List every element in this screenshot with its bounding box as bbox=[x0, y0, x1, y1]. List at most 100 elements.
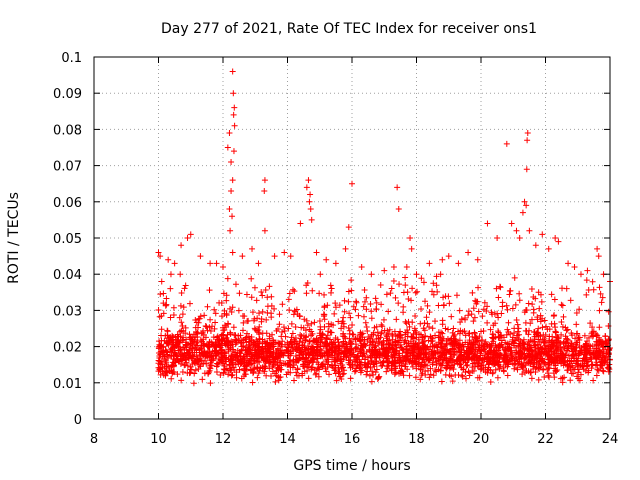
data-point bbox=[535, 376, 542, 383]
data-point bbox=[249, 309, 256, 316]
data-point bbox=[160, 300, 167, 307]
data-point bbox=[363, 371, 370, 378]
data-point bbox=[324, 302, 331, 309]
data-point bbox=[406, 372, 413, 379]
data-point bbox=[589, 333, 596, 340]
data-point bbox=[574, 330, 581, 337]
data-point bbox=[546, 374, 553, 381]
data-point bbox=[357, 369, 364, 376]
data-point bbox=[321, 304, 328, 311]
data-point bbox=[378, 321, 385, 328]
data-point bbox=[251, 357, 258, 364]
data-point bbox=[605, 350, 612, 357]
data-point bbox=[193, 346, 200, 353]
data-point bbox=[220, 370, 227, 377]
data-point bbox=[205, 351, 212, 358]
data-point bbox=[309, 330, 316, 337]
data-point bbox=[239, 253, 246, 260]
data-point bbox=[439, 317, 446, 324]
data-point bbox=[478, 337, 485, 344]
data-point bbox=[516, 358, 523, 365]
grid-lines bbox=[94, 57, 610, 419]
data-point bbox=[305, 375, 312, 382]
data-point bbox=[176, 314, 183, 321]
data-point bbox=[317, 342, 324, 349]
data-point bbox=[356, 364, 363, 371]
data-point bbox=[575, 375, 582, 382]
data-point bbox=[541, 335, 548, 342]
data-point bbox=[446, 372, 453, 379]
data-point bbox=[450, 351, 457, 358]
data-point bbox=[333, 377, 340, 384]
data-point bbox=[222, 335, 229, 342]
data-points bbox=[155, 68, 613, 387]
data-point bbox=[455, 260, 462, 267]
data-point bbox=[479, 356, 486, 363]
data-point bbox=[179, 357, 186, 364]
data-point bbox=[596, 354, 603, 361]
data-point bbox=[438, 378, 445, 385]
data-point bbox=[498, 310, 505, 317]
data-point bbox=[596, 348, 603, 355]
data-point bbox=[379, 359, 386, 366]
data-point bbox=[481, 345, 488, 352]
data-point bbox=[378, 329, 385, 336]
data-point bbox=[227, 331, 234, 338]
data-point bbox=[414, 288, 421, 295]
data-point bbox=[349, 362, 356, 369]
data-point bbox=[292, 356, 299, 363]
data-point bbox=[539, 324, 546, 331]
data-point bbox=[181, 285, 188, 292]
data-point bbox=[235, 307, 242, 314]
data-point bbox=[596, 324, 603, 331]
data-point bbox=[391, 328, 398, 335]
data-point bbox=[434, 288, 441, 295]
data-point bbox=[363, 306, 370, 313]
data-point bbox=[495, 328, 502, 335]
data-point bbox=[287, 253, 294, 260]
data-point bbox=[466, 330, 473, 337]
y-tick-label: 0.09 bbox=[53, 87, 82, 102]
data-point bbox=[417, 351, 424, 358]
data-point bbox=[535, 329, 542, 336]
data-point bbox=[502, 339, 509, 346]
data-point bbox=[307, 191, 314, 198]
data-point bbox=[291, 377, 298, 384]
data-point bbox=[463, 362, 470, 369]
data-point bbox=[435, 329, 442, 336]
data-point bbox=[158, 326, 165, 333]
data-point bbox=[403, 343, 410, 350]
data-point bbox=[397, 370, 404, 377]
data-point bbox=[412, 341, 419, 348]
data-point bbox=[210, 357, 217, 364]
data-point bbox=[217, 371, 224, 378]
data-point bbox=[168, 337, 175, 344]
data-point bbox=[272, 355, 279, 362]
data-point bbox=[313, 249, 320, 256]
data-point bbox=[513, 227, 520, 234]
data-point bbox=[164, 327, 171, 334]
data-point bbox=[336, 373, 343, 380]
data-point bbox=[229, 249, 236, 256]
data-point bbox=[418, 362, 425, 369]
data-point bbox=[253, 297, 260, 304]
data-point bbox=[458, 316, 465, 323]
data-point bbox=[311, 338, 318, 345]
data-point bbox=[439, 356, 446, 363]
data-point bbox=[284, 341, 291, 348]
data-point bbox=[548, 291, 555, 298]
data-point bbox=[328, 343, 335, 350]
data-point bbox=[570, 370, 577, 377]
data-point bbox=[347, 375, 354, 382]
x-tick-label: 24 bbox=[602, 432, 619, 447]
data-point bbox=[412, 313, 419, 320]
data-point bbox=[366, 342, 373, 349]
data-point bbox=[546, 333, 553, 340]
data-point bbox=[475, 308, 482, 315]
data-point bbox=[295, 345, 302, 352]
data-point bbox=[424, 302, 431, 309]
data-point bbox=[305, 359, 312, 366]
data-point bbox=[324, 364, 331, 371]
data-point bbox=[236, 366, 243, 373]
data-point bbox=[339, 371, 346, 378]
